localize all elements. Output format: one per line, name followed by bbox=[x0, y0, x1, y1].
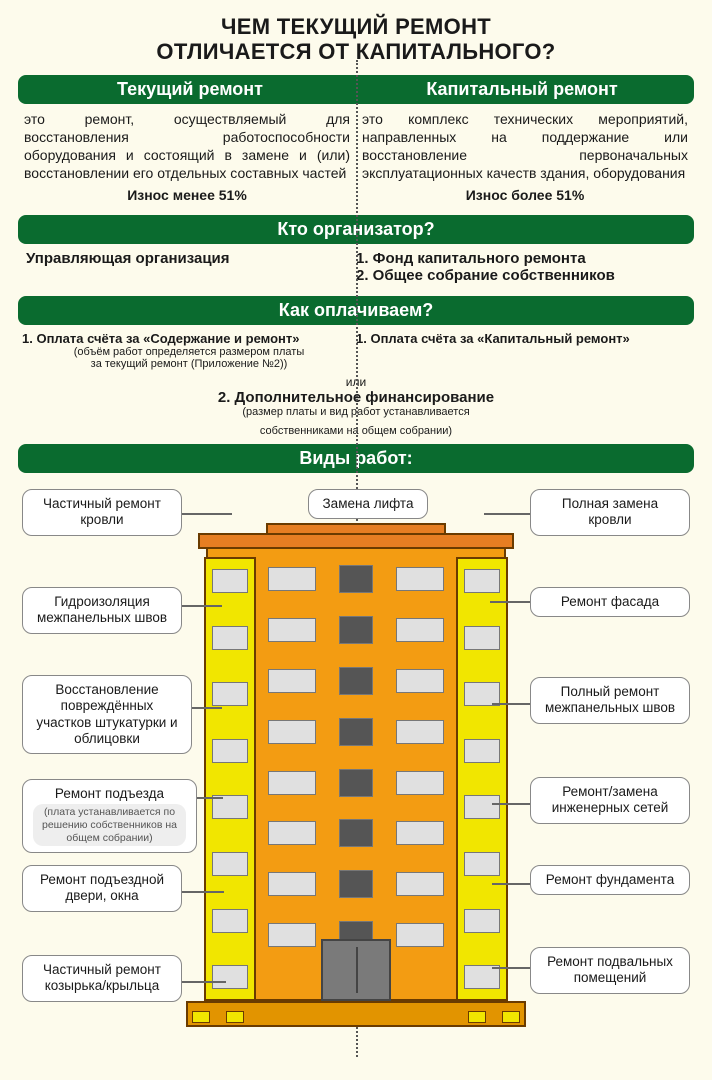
def-current-text: это ремонт, осуществляемый для восстанов… bbox=[24, 111, 350, 182]
leader bbox=[182, 605, 222, 607]
leader bbox=[490, 601, 530, 603]
leader bbox=[492, 703, 530, 705]
payment-capital: 1. Оплата счёта за «Капитальный ремонт» bbox=[356, 331, 690, 371]
callout-left-3: Ремонт подъезда (плата устанавливается п… bbox=[22, 779, 197, 853]
leader bbox=[197, 797, 223, 799]
building-floors bbox=[268, 563, 444, 951]
building-illustration bbox=[206, 507, 506, 1027]
leader bbox=[182, 513, 232, 515]
title-line-1: ЧЕМ ТЕКУЩИЙ РЕМОНТ bbox=[18, 14, 694, 39]
callout-right-4: Ремонт фундамента bbox=[530, 865, 690, 895]
pay-cap-title: 1. Оплата счёта за «Капитальный ремонт» bbox=[356, 331, 690, 346]
foot-block bbox=[226, 1011, 244, 1023]
callout-left-4: Ремонт подъездной двери, окна bbox=[22, 865, 182, 911]
definitions-row: это ремонт, осуществляемый для восстанов… bbox=[18, 104, 694, 209]
header-capital: Капитальный ремонт bbox=[356, 79, 688, 100]
wear-capital: Износ более 51% bbox=[362, 186, 688, 204]
extra-fin-sub1: (размер платы и вид работ устанавливаетс… bbox=[18, 406, 694, 419]
callout-right-1: Ремонт фасада bbox=[530, 587, 690, 617]
foot-block bbox=[468, 1011, 486, 1023]
payment-current: 1. Оплата счёта за «Содержание и ремонт»… bbox=[22, 331, 356, 371]
org-cap-2: 2. Общее собрание собственников bbox=[356, 267, 686, 284]
organizer-row: Управляющая организация 1. Фонд капиталь… bbox=[18, 244, 694, 290]
pay-cur-sub1: (объём работ определяется размером платы bbox=[22, 346, 356, 359]
callout-right-0: Полная замена кровли bbox=[530, 489, 690, 535]
leader bbox=[492, 883, 530, 885]
work-types-area: Частичный ремонт кровли Гидроизоляция ме… bbox=[18, 477, 694, 1037]
definition-current: это ремонт, осуществляемый для восстанов… bbox=[24, 110, 350, 205]
band-repair-types: Текущий ремонт Капитальный ремонт bbox=[18, 75, 694, 104]
foot-block bbox=[502, 1011, 520, 1023]
leader bbox=[192, 707, 222, 709]
callout-left-2: Восстановление повреждённых участков шту… bbox=[22, 675, 192, 754]
definition-capital: это комплекс технических мероприятий, на… bbox=[362, 110, 688, 205]
org-cap-1: 1. Фонд капитального ремонта bbox=[356, 250, 686, 267]
callout-right-3: Ремонт/замена инженерных сетей bbox=[530, 777, 690, 823]
band-work-types: Виды работ: bbox=[18, 444, 694, 473]
callout-right-5: Ремонт подвальных помещений bbox=[530, 947, 690, 993]
callout-left-0: Частичный ремонт кровли bbox=[22, 489, 182, 535]
wear-current: Износ менее 51% bbox=[24, 186, 350, 204]
title-line-2: ОТЛИЧАЕТСЯ ОТ КАПИТАЛЬНОГО? bbox=[18, 39, 694, 64]
callout-left-1: Гидроизоляция межпанельных швов bbox=[22, 587, 182, 633]
band-organizer: Кто организатор? bbox=[18, 215, 694, 244]
infographic-page: ЧЕМ ТЕКУЩИЙ РЕМОНТ ОТЛИЧАЕТСЯ ОТ КАПИТАЛ… bbox=[0, 0, 712, 1057]
pay-cur-title: 1. Оплата счёта за «Содержание и ремонт» bbox=[22, 331, 356, 346]
wing-right-windows bbox=[464, 569, 500, 989]
main-title: ЧЕМ ТЕКУЩИЙ РЕМОНТ ОТЛИЧАЕТСЯ ОТ КАПИТАЛ… bbox=[18, 14, 694, 65]
leader bbox=[484, 513, 530, 515]
foot-block bbox=[192, 1011, 210, 1023]
building-wing-right bbox=[456, 557, 508, 1001]
callout-left-3-sub: (плата устанавливается по решению собств… bbox=[33, 804, 186, 846]
leader bbox=[182, 891, 224, 893]
callout-right-2: Полный ремонт межпанельных швов bbox=[530, 677, 690, 723]
leader bbox=[492, 967, 530, 969]
payment-or: или bbox=[18, 375, 694, 389]
wing-left-windows bbox=[212, 569, 248, 989]
pay-cur-sub2: за текущий ремонт (Приложение №2)) bbox=[22, 358, 356, 371]
payment-row: 1. Оплата счёта за «Содержание и ремонт»… bbox=[18, 325, 694, 373]
band-payment: Как оплачиваем? bbox=[18, 296, 694, 325]
organizer-capital: 1. Фонд капитального ремонта 2. Общее со… bbox=[356, 250, 686, 284]
organizer-current: Управляющая организация bbox=[26, 250, 356, 284]
leader bbox=[182, 981, 226, 983]
callout-left-5: Частичный ремонт козырька/крыльца bbox=[22, 955, 182, 1001]
extra-financing: 2. Дополнительное финансирование bbox=[18, 389, 694, 406]
leader bbox=[492, 803, 530, 805]
extra-fin-sub2: собственниками на общем собрании) bbox=[18, 425, 694, 438]
def-capital-text: это комплекс технических мероприятий, на… bbox=[362, 111, 688, 182]
building-wing-left bbox=[204, 557, 256, 1001]
header-current: Текущий ремонт bbox=[24, 79, 356, 100]
callout-center-0: Замена лифта bbox=[308, 489, 428, 519]
building-entrance bbox=[321, 939, 391, 1001]
